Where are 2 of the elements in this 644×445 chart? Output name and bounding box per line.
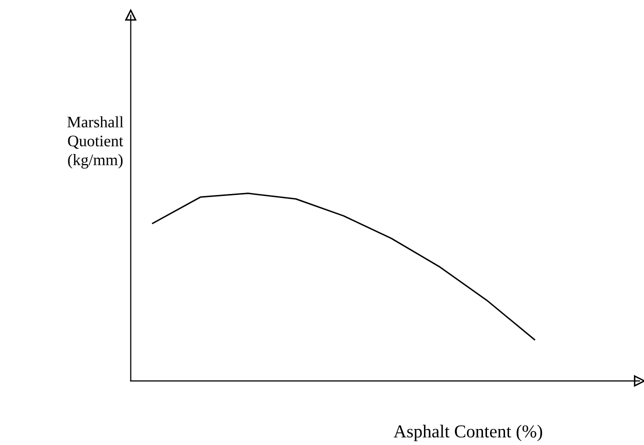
x-axis-title: Asphalt Content (%)	[394, 424, 542, 442]
y-axis-title: Marshall Quotient (kg/mm)	[67, 116, 124, 169]
